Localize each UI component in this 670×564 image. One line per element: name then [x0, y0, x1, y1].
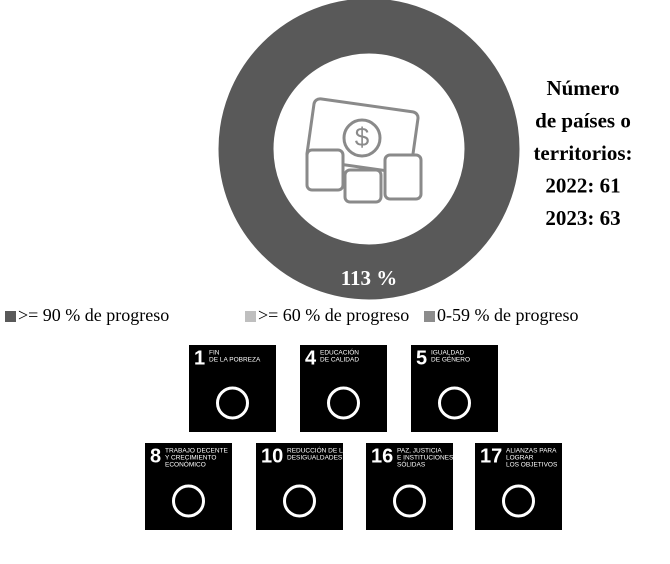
sdg-label: REDUCCIÓN DE LAS	[287, 446, 352, 455]
sdg-pictogram	[216, 386, 249, 420]
sdg-label: ALIANZAS PARA	[506, 448, 557, 455]
side-text: Número	[546, 76, 619, 100]
sdg-number: 8	[150, 445, 161, 467]
sdg-pictogram	[283, 484, 316, 518]
sdg-label: DE LA POBREZA	[209, 357, 261, 364]
sdg-label: LOS OBJETIVOS	[506, 462, 558, 469]
sdg-label: ECONÓMICO	[165, 460, 206, 469]
svg-text:$: $	[355, 122, 370, 152]
legend-label: >= 60 % de progreso	[258, 305, 409, 325]
side-text: 2023: 63	[545, 206, 620, 230]
sdg-label: IGUALDAD	[431, 350, 465, 357]
sdg-label: DESIGUALDADES	[287, 455, 343, 462]
side-text: 2022: 61	[545, 173, 620, 197]
legend-swatch	[245, 311, 256, 322]
sdg-label: DE CALIDAD	[320, 357, 359, 364]
side-text: de países o	[535, 108, 631, 132]
sdg-pictogram	[393, 484, 426, 518]
sdg-label: FIN	[209, 350, 220, 357]
sdg-pictogram	[502, 484, 535, 518]
sdg-label: EDUCACIÓN	[320, 348, 359, 357]
money-icon: $	[305, 97, 423, 204]
sdg-label: TRABAJO DECENTE	[165, 448, 229, 455]
sdg-pictogram	[327, 386, 360, 420]
sdg-pictogram	[172, 484, 205, 518]
side-text: territorios:	[533, 141, 632, 165]
legend-label: >= 90 % de progreso	[18, 305, 169, 325]
sdg-number: 16	[371, 445, 393, 467]
value-label: 113 %	[341, 266, 398, 290]
sdg-pictogram	[438, 386, 471, 420]
legend-swatch	[5, 311, 16, 322]
donut-ring	[218, 0, 520, 300]
sdg-label: Y CRECIMIENTO	[165, 455, 216, 462]
sdg-number: 4	[305, 347, 317, 369]
sdg-number: 10	[261, 445, 283, 467]
sdg-label: SÓLIDAS	[397, 460, 426, 469]
sdg-number: 17	[480, 445, 502, 467]
sdg-number: 5	[416, 347, 427, 369]
sdg-label: LOGRAR	[506, 455, 534, 462]
sdg-number: 1	[194, 347, 205, 369]
sdg-label: PAZ, JUSTICIA	[397, 448, 442, 455]
sdg-label: DE GÉNERO	[431, 355, 470, 364]
legend-swatch	[424, 311, 435, 322]
legend-label: 0-59 % de progreso	[437, 305, 578, 325]
sdg-label: E INSTITUCIONES	[397, 455, 454, 462]
